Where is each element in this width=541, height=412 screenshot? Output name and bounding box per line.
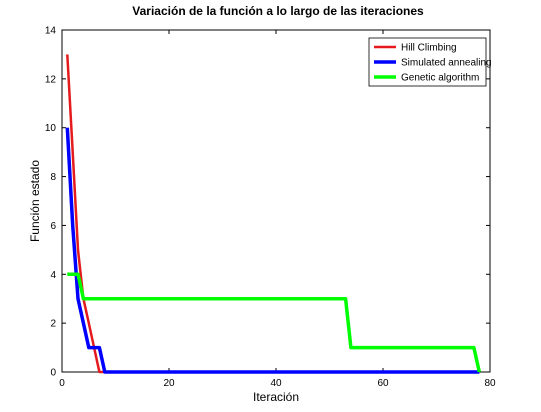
x-tick-label: 60 [377, 378, 389, 389]
series-lines [65, 54, 482, 374]
legend-label-1: Simulated annealing [401, 58, 492, 69]
x-tick-label: 0 [59, 378, 65, 389]
y-tick-label: 6 [50, 221, 56, 232]
legend-label-0: Hill Climbing [401, 43, 457, 54]
y-tick-label: 0 [50, 368, 56, 379]
plot-area [61, 29, 491, 373]
y-tick-label: 4 [50, 270, 56, 281]
x-tick-label: 80 [484, 378, 496, 389]
chart-title: Variación de la función a lo largo de la… [132, 4, 424, 18]
y-tick-label: 12 [45, 74, 57, 85]
y-tick-label: 14 [45, 26, 57, 37]
legend: Hill Climbing Simulated annealing Genetic … [368, 37, 492, 87]
y-tick-label: 10 [45, 123, 57, 134]
y-tick-label: 2 [50, 319, 56, 330]
y-tick-label: 8 [50, 172, 56, 183]
y-axis-label: Función estado [28, 160, 42, 242]
series-line-2 [67, 272, 482, 373]
axis-ticks: 0 20 40 60 80 0 2 4 6 8 10 12 14 [45, 26, 496, 390]
x-axis-label: Iteración [253, 390, 299, 404]
x-tick-label: 40 [270, 378, 282, 389]
series-line-1 [65, 127, 480, 374]
x-tick-label: 20 [163, 378, 175, 389]
series-line-0 [66, 54, 480, 374]
legend-label-2: Genetic algorithm [401, 73, 479, 84]
